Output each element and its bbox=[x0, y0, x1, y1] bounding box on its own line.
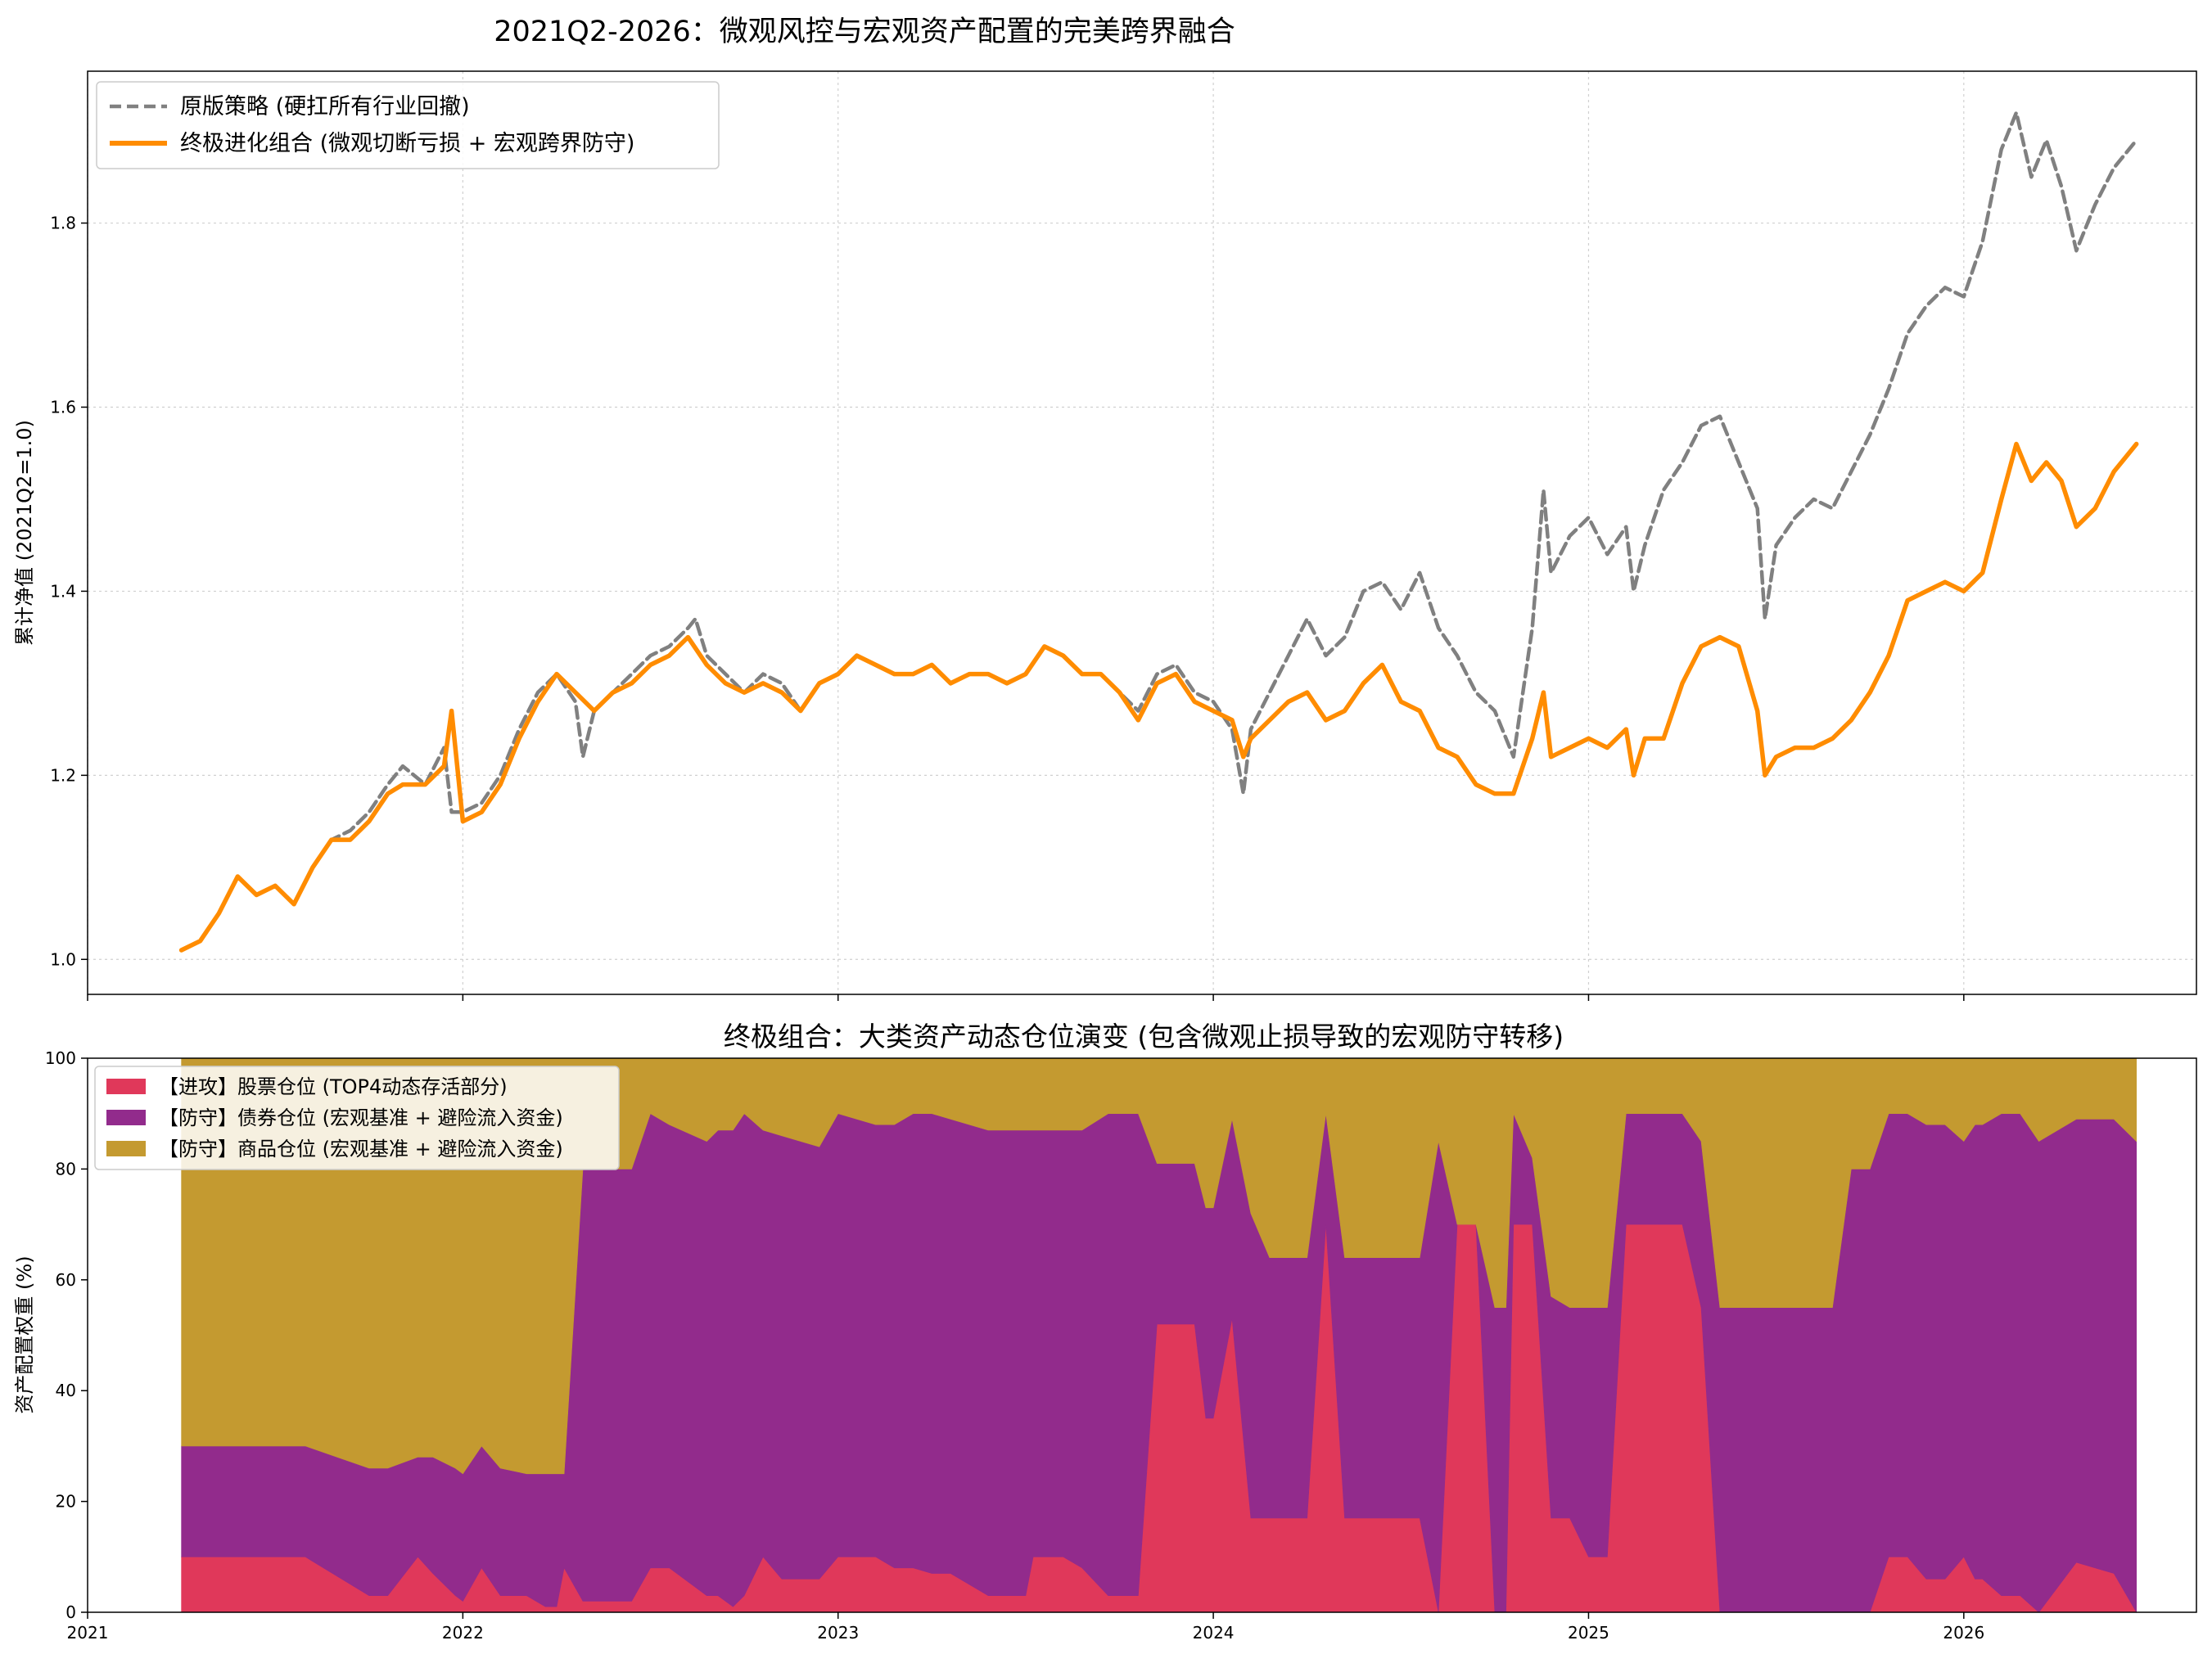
bottom-y-axis-label: 资产配置权重 (%) bbox=[13, 1255, 36, 1413]
bottom-tick-label-x-0: 2021 bbox=[67, 1623, 109, 1643]
top-panel: 2021Q2-2026：微观风控与宏观资产配置的完美跨界融合 1.0 1.2 1.4… bbox=[13, 16, 2197, 1001]
legend-swatch-commodity bbox=[106, 1141, 146, 1156]
bottom-tick-label-y-5: 100 bbox=[45, 1048, 76, 1068]
bottom-tick-label-y-2: 40 bbox=[56, 1381, 76, 1400]
top-legend: 原版策略 (硬扛所有行业回撤) 终极进化组合 (微观切断亏损 + 宏观跨界防守) bbox=[96, 81, 720, 169]
top-tick-label-y-0: 1.0 bbox=[50, 949, 76, 969]
legend-label-ultimate: 终极进化组合 (微观切断亏损 + 宏观跨界防守) bbox=[180, 131, 634, 156]
series-line-ultimate bbox=[178, 441, 2139, 953]
top-y-axis-label: 累计净值 (2021Q2=1.0) bbox=[13, 420, 36, 646]
bottom-chart-title: 终极组合：大类资产动态仓位演变 (包含微观止损导致的宏观防守转移) bbox=[724, 1021, 1564, 1052]
bottom-tick-label-x-3: 2024 bbox=[1193, 1623, 1235, 1643]
legend-label-commodity: 【防守】商品仓位 (宏观基准 + 避险流入资金) bbox=[159, 1138, 563, 1161]
legend-swatch-stock bbox=[106, 1079, 146, 1094]
legend-swatch-bond bbox=[106, 1110, 146, 1125]
bottom-legend: 【进攻】股票仓位 (TOP4动态存活部分) 【防守】债券仓位 (宏观基准 + 避… bbox=[94, 1066, 620, 1170]
top-legend-box bbox=[96, 81, 720, 169]
top-tick-label-y-1: 1.2 bbox=[50, 765, 76, 785]
top-tick-label-y-2: 1.4 bbox=[50, 581, 76, 601]
bottom-tick-label-y-3: 60 bbox=[56, 1270, 76, 1290]
bottom-tick-label-x-5: 2026 bbox=[1943, 1623, 1984, 1643]
top-axis-ticks: 1.0 1.2 1.4 1.6 1.8 bbox=[50, 214, 1965, 1001]
bottom-tick-label-y-4: 80 bbox=[56, 1159, 76, 1179]
top-chart-title: 2021Q2-2026：微观风控与宏观资产配置的完美跨界融合 bbox=[494, 16, 1235, 48]
bottom-tick-label-x-1: 2022 bbox=[442, 1623, 484, 1643]
bottom-axis-ticks: 2021 2022 2023 2024 2025 2026 0 20 40 60 80 100 bbox=[45, 1048, 1984, 1643]
top-tick-label-y-3: 1.6 bbox=[50, 397, 76, 417]
bottom-panel: 终极组合：大类资产动态仓位演变 (包含微观止损导致的宏观防守转移) 2021 20… bbox=[13, 1021, 2197, 1643]
legend-label-stock: 【进攻】股票仓位 (TOP4动态存活部分) bbox=[159, 1075, 508, 1098]
bottom-plot-frame bbox=[87, 1057, 2197, 1613]
bottom-tick-label-y-0: 0 bbox=[65, 1602, 76, 1622]
top-tick-label-y-4: 1.8 bbox=[50, 214, 76, 233]
top-plot-frame bbox=[87, 70, 2197, 995]
bottom-tick-label-y-1: 20 bbox=[56, 1492, 76, 1512]
top-series-layer bbox=[178, 110, 2139, 953]
bottom-tick-label-x-4: 2025 bbox=[1568, 1623, 1609, 1643]
bottom-legend-box bbox=[94, 1066, 620, 1170]
series-line-original bbox=[179, 110, 2138, 953]
top-gridlines bbox=[87, 71, 2196, 994]
bottom-tick-label-x-2: 2023 bbox=[817, 1623, 859, 1643]
legend-label-original: 原版策略 (硬扛所有行业回撤) bbox=[180, 94, 470, 119]
legend-label-bond: 【防守】债券仓位 (宏观基准 + 避险流入资金) bbox=[159, 1106, 563, 1129]
